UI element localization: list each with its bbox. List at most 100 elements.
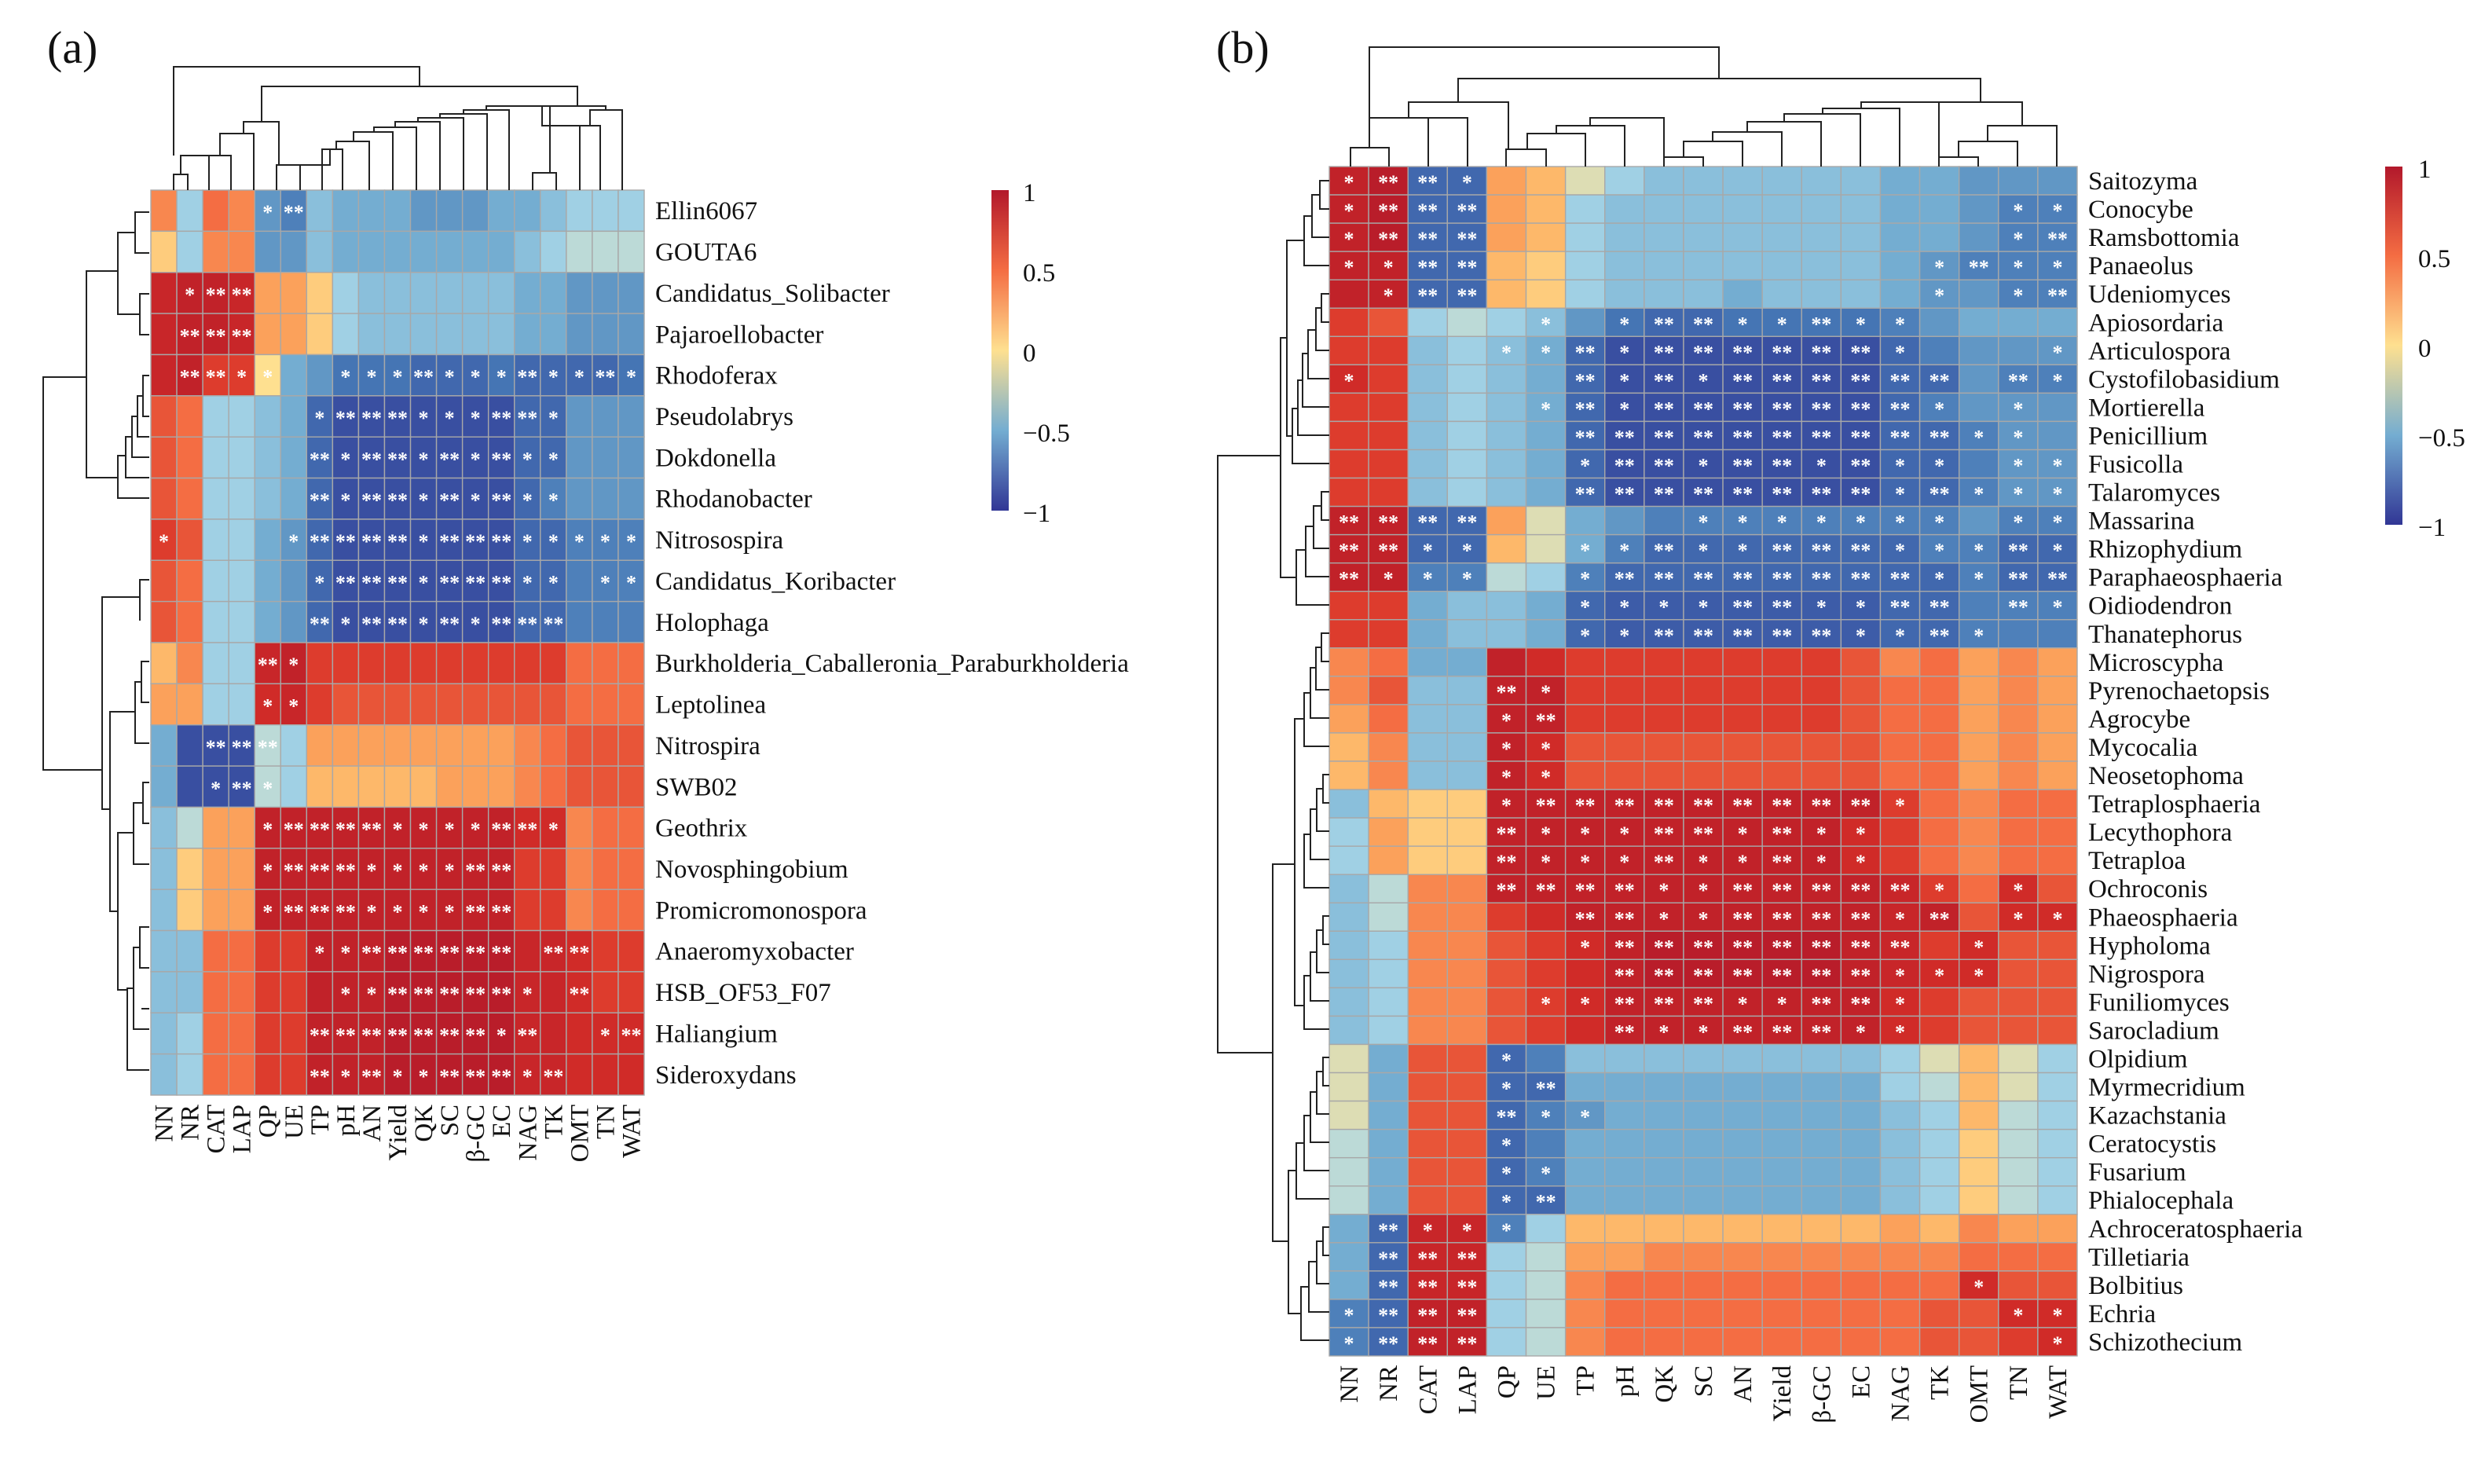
significance-mark: **	[1693, 625, 1713, 647]
heatmap-cell	[540, 1053, 567, 1096]
row-label: Nitrospira	[655, 732, 760, 760]
heatmap-cell	[1368, 704, 1409, 734]
heatmap-cell	[1683, 279, 1724, 309]
heatmap-cell	[1644, 1327, 1684, 1357]
row-label: Mortierella	[2088, 394, 2205, 422]
heatmap-cell	[176, 765, 203, 808]
heatmap-cell	[176, 477, 203, 520]
heatmap-cell	[1368, 930, 1409, 961]
heatmap-cell	[1918, 760, 1960, 790]
heatmap-cell	[1801, 194, 1842, 224]
significance-mark: *	[445, 366, 455, 389]
significance-mark: *	[340, 613, 350, 636]
significance-mark: **	[1614, 426, 1635, 449]
heatmap-cell	[202, 971, 229, 1013]
significance-mark: **	[1693, 398, 1713, 420]
significance-mark: *	[340, 1065, 350, 1088]
significance-mark: *	[2013, 511, 2023, 534]
heatmap-cell	[1328, 279, 1369, 309]
heatmap-cell	[1564, 1299, 1606, 1328]
significance-mark: **	[1654, 794, 1674, 817]
heatmap-cell	[254, 806, 281, 849]
significance-mark: **	[1654, 625, 1674, 647]
heatmap-cell	[1486, 1015, 1527, 1046]
heatmap-cell	[1958, 619, 1999, 649]
heatmap-cell	[202, 683, 229, 726]
significance-mark: *	[1934, 398, 1944, 420]
heatmap-cell	[2037, 477, 2078, 507]
heatmap-cell	[2037, 251, 2078, 280]
heatmap-cell	[383, 230, 412, 273]
heatmap-cell	[409, 354, 438, 397]
panel-b-colorbar-tick-neg-1: −1	[2418, 514, 2446, 542]
significance-mark: **	[361, 1065, 382, 1088]
heatmap-cell	[1368, 307, 1409, 337]
significance-mark: *	[1619, 540, 1629, 562]
heatmap-cell	[202, 600, 229, 643]
heatmap-cell	[1683, 647, 1724, 677]
significance-mark: **	[1614, 907, 1635, 930]
significance-mark: **	[465, 859, 486, 882]
heatmap-cell	[618, 189, 645, 233]
heatmap-cell	[1644, 676, 1684, 705]
heatmap-cell	[1840, 1128, 1882, 1159]
heatmap-cell	[1683, 1043, 1724, 1074]
heatmap-cell	[2037, 760, 2078, 790]
heatmap-cell	[1328, 1100, 1369, 1130]
heatmap-cell	[1525, 930, 1567, 961]
heatmap-cell	[1840, 533, 1882, 564]
significance-mark: *	[1777, 992, 1787, 1015]
heatmap-cell	[618, 477, 645, 520]
heatmap-cell	[332, 313, 360, 356]
heatmap-cell	[2037, 676, 2078, 705]
significance-mark: **	[232, 777, 252, 800]
heatmap-cell	[1604, 647, 1645, 677]
significance-mark: *	[1973, 625, 1984, 647]
heatmap-cell	[409, 765, 438, 808]
heatmap-cell	[1879, 1242, 1921, 1272]
significance-mark: **	[543, 942, 563, 965]
heatmap-cell	[1525, 194, 1567, 224]
significance-mark: **	[1614, 455, 1635, 478]
heatmap-cell	[1644, 194, 1684, 224]
heatmap-cell	[1446, 789, 1488, 819]
significance-mark: **	[361, 613, 382, 636]
heatmap-cell	[1525, 676, 1567, 705]
heatmap-cell	[1761, 1043, 1802, 1074]
significance-mark: **	[335, 530, 356, 553]
heatmap-cell	[228, 806, 255, 849]
heatmap-cell	[1525, 364, 1567, 394]
significance-mark: *	[1541, 766, 1551, 789]
significance-mark: *	[1501, 1219, 1512, 1242]
heatmap-cell	[566, 724, 593, 767]
significance-mark: **	[1811, 794, 1831, 817]
significance-mark: *	[262, 366, 273, 389]
significance-mark: **	[1850, 341, 1871, 364]
heatmap-cell	[1486, 817, 1527, 847]
significance-mark: *	[1344, 200, 1354, 222]
heatmap-cell	[1407, 902, 1449, 932]
heatmap-cell	[1840, 817, 1882, 847]
heatmap-cell	[487, 1012, 515, 1055]
significance-mark: **	[387, 489, 408, 512]
heatmap-cell	[487, 971, 515, 1013]
significance-mark: *	[419, 819, 429, 841]
row-label: Fusicolla	[2088, 451, 2183, 479]
significance-mark: **	[1575, 341, 1596, 364]
significance-mark: **	[1890, 426, 1911, 449]
heatmap-cell	[357, 313, 386, 356]
heatmap-cell	[1958, 1128, 1999, 1159]
heatmap-cell	[1446, 1100, 1488, 1130]
heatmap-cell	[1604, 1185, 1645, 1215]
heatmap-cell	[461, 848, 489, 890]
significance-mark: *	[1895, 341, 1905, 364]
panel-a-colorbar-tick-neg-0.5: −0.5	[1023, 420, 1070, 448]
significance-mark: **	[1536, 709, 1556, 732]
significance-mark: *	[1580, 823, 1590, 845]
heatmap-cell	[1761, 704, 1802, 734]
heatmap-cell	[1801, 251, 1842, 280]
heatmap-cell	[1328, 194, 1369, 224]
heatmap-cell	[1525, 1327, 1567, 1357]
heatmap-cell	[150, 683, 178, 726]
